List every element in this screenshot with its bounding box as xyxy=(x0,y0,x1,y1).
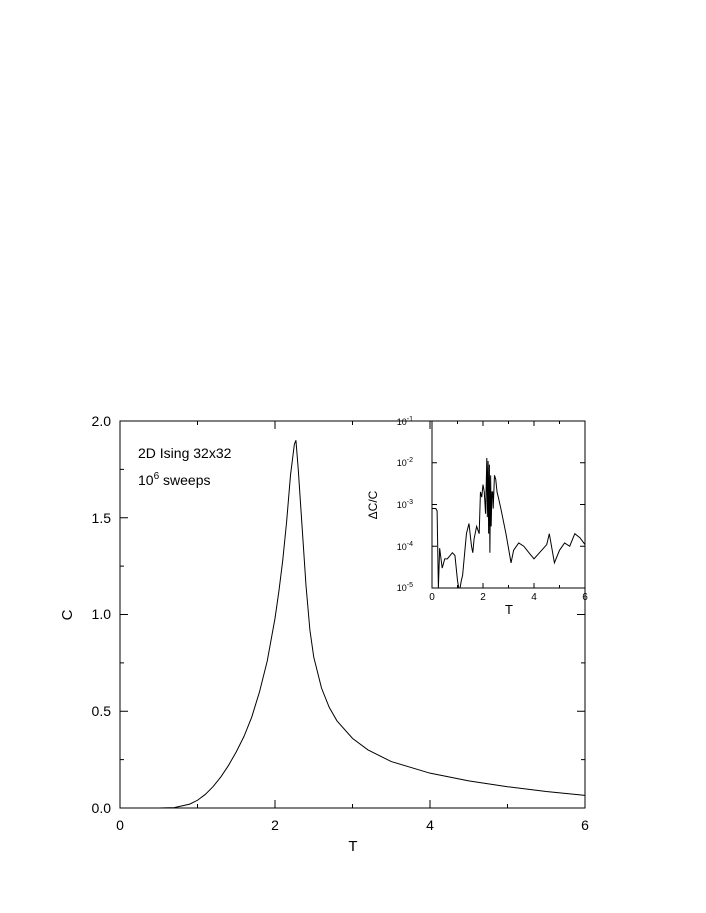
inset-y-tick-label: 10-3 xyxy=(397,499,413,510)
inset-y-tick-label: 10-4 xyxy=(397,541,413,552)
main-x-axis-label: T xyxy=(348,838,357,855)
inset-y-tick-label: 10-1 xyxy=(397,416,413,427)
inset-y-tick-label: 10-2 xyxy=(397,457,413,468)
main-x-tick-label: 4 xyxy=(426,817,434,833)
main-y-tick-label: 2.0 xyxy=(92,413,112,429)
main-plot: 0 2 4 6 0.0 0.5 1.0 1.5 2.0 T C 2D Ising… xyxy=(59,413,589,855)
inset-series-line xyxy=(432,457,586,589)
main-x-tick-label: 6 xyxy=(581,817,589,833)
main-y-axis-label: C xyxy=(59,609,76,620)
inset-y-axis-label: ΔC/C xyxy=(366,490,380,519)
annotation-sweeps-exponent: 6 xyxy=(154,471,160,482)
main-y-tick-label: 1.5 xyxy=(92,510,112,526)
inset-plot: 0 2 4 6 10-1 10-2 10-3 10-4 10-5 T ΔC/C xyxy=(366,416,588,617)
inset-x-tick-label: 6 xyxy=(582,592,588,603)
inset-axis-ticks xyxy=(431,420,586,589)
annotation-sweeps-text: sweeps xyxy=(159,472,210,488)
inset-x-tick-label: 0 xyxy=(429,592,435,603)
inset-plot-frame xyxy=(431,420,586,589)
inset-x-tick-label: 2 xyxy=(480,592,486,603)
main-y-tick-label: 0.0 xyxy=(92,800,112,816)
inset-y-tick-label: 10-5 xyxy=(397,582,413,593)
annotation-sweeps-base: 10 xyxy=(138,472,154,488)
annotation-system: 2D Ising 32x32 xyxy=(138,445,232,461)
main-x-tick-label: 2 xyxy=(271,817,279,833)
main-series-line xyxy=(120,440,586,809)
inset-x-axis-label: T xyxy=(505,602,513,617)
annotation-sweeps: 106 sweeps xyxy=(138,471,211,488)
main-x-tick-label: 0 xyxy=(116,817,124,833)
inset-x-tick-label: 4 xyxy=(531,592,537,603)
main-y-tick-label: 0.5 xyxy=(92,703,112,719)
main-y-tick-label: 1.0 xyxy=(92,606,112,622)
